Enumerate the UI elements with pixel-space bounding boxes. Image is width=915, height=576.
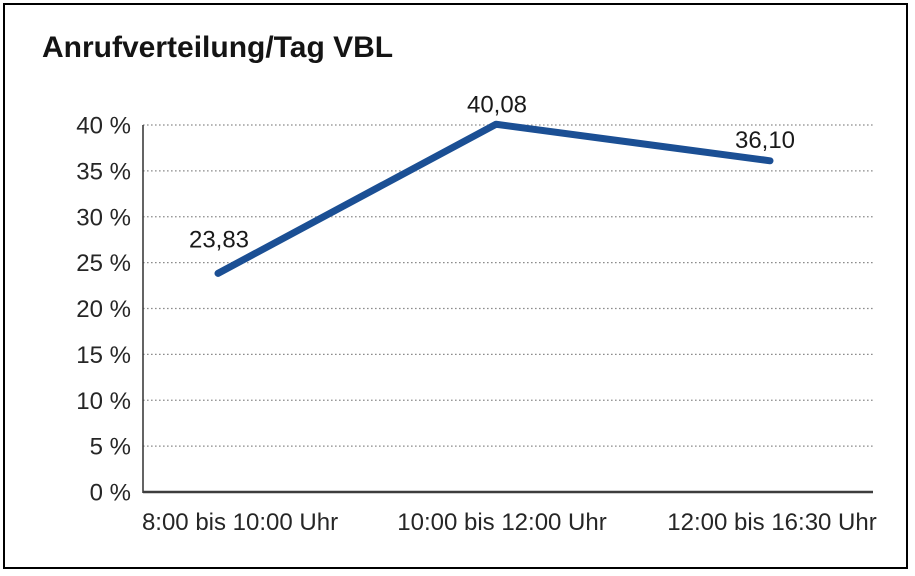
y-axis-tick-label: 10 % bbox=[76, 388, 131, 415]
y-axis-tick-label: 40 % bbox=[76, 113, 131, 140]
data-series-line bbox=[214, 120, 774, 277]
data-point-label: 40,08 bbox=[467, 91, 527, 118]
chart-title: Anrufverteilung/Tag VBL bbox=[42, 31, 394, 64]
y-axis-tick-label: 15 % bbox=[76, 342, 131, 369]
y-axis-tick-label: 20 % bbox=[76, 296, 131, 323]
x-axis-category-label: 12:00 bis 16:30 Uhr bbox=[667, 509, 876, 536]
line-chart: 0 % 5 % 10 % 15 % 20 % 25 % 30 % 35 % 40 % 8:00 b… bbox=[76, 91, 876, 536]
y-axis-tick-label: 0 % bbox=[90, 480, 131, 507]
x-axis-category-label: 10:00 bis 12:00 Uhr bbox=[397, 509, 606, 536]
y-axis-tick-label: 25 % bbox=[76, 250, 131, 277]
chart-frame: Anrufverteilung/Tag VBL 0 % 5 % 10 % 15 % 20… bbox=[3, 3, 908, 569]
data-point-label: 23,83 bbox=[189, 226, 249, 253]
x-axis-category-label: 8:00 bis 10:00 Uhr bbox=[142, 509, 338, 536]
y-axis-tick-label: 35 % bbox=[76, 158, 131, 185]
y-axis-tick-label: 30 % bbox=[76, 204, 131, 231]
data-point-label: 36,10 bbox=[735, 127, 795, 154]
y-axis-tick-label: 5 % bbox=[90, 434, 131, 461]
